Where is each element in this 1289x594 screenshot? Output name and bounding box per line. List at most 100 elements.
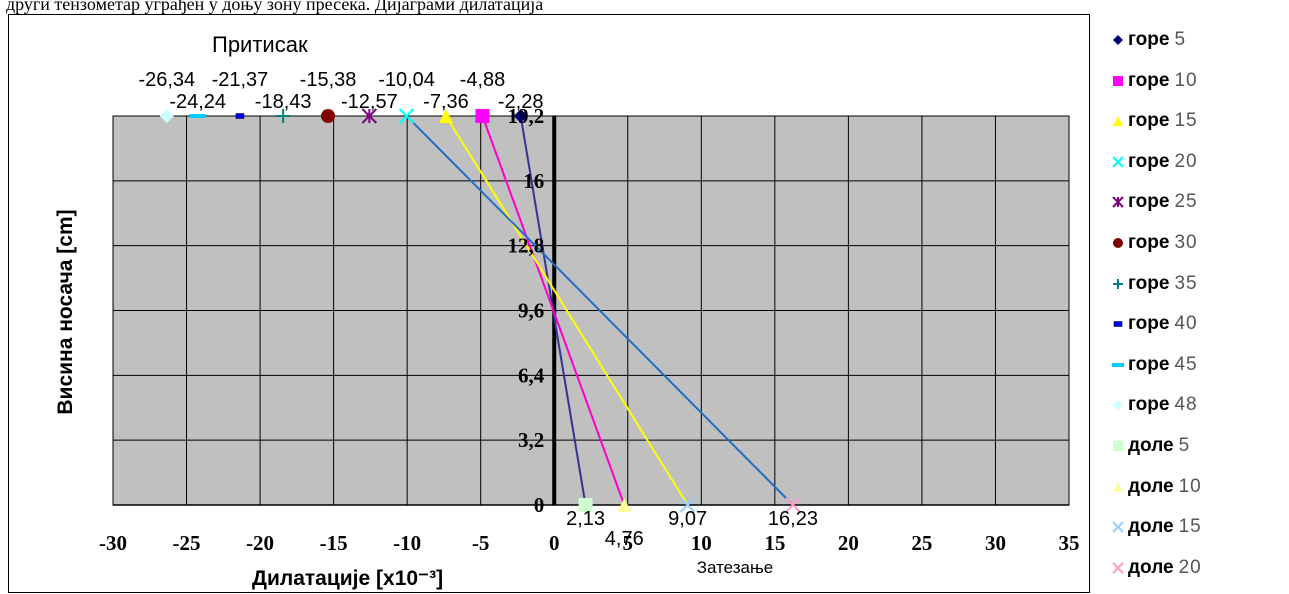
point-горе-25	[361, 108, 378, 124]
top-data-label: -4,88	[460, 69, 506, 91]
legend-marker-icon	[1112, 562, 1124, 574]
legend-item: горе 10	[1112, 69, 1198, 93]
legend-marker	[1113, 481, 1123, 492]
y-tick-label: 6,4	[518, 363, 545, 387]
point-горе-45	[189, 114, 206, 118]
legend-label-number: 20	[1174, 150, 1198, 172]
x-tick-label: 0	[549, 531, 560, 555]
top-data-label: -26,34	[138, 69, 195, 91]
legend-marker	[1112, 196, 1124, 209]
point-горе-40	[235, 113, 245, 119]
y-tick-labels: 0 3,2 6,4 9,6 12,8 16 19,2	[507, 104, 544, 517]
legend-marker	[1113, 321, 1123, 327]
legend-label-number: 10	[1178, 475, 1202, 497]
chart-title: Притисак	[212, 32, 308, 57]
legend-marker-icon	[1113, 441, 1123, 451]
point-горе-48	[159, 109, 174, 123]
legend-label-number: 30	[1174, 232, 1198, 253]
y-tick-label: 0	[534, 493, 545, 517]
legend-label-word: доле	[1128, 435, 1174, 456]
legend-label-number: 48	[1174, 394, 1198, 416]
top-data-label: -24,24	[169, 91, 226, 113]
legend-marker-icon	[1113, 75, 1123, 86]
bottom-data-label: 16,23	[768, 508, 818, 530]
legend-label-word: горе	[1128, 110, 1170, 132]
series-line	[445, 115, 689, 506]
legend-label-word: горе	[1128, 150, 1170, 172]
legend-item: доле 5	[1112, 434, 1190, 458]
legend-marker-icon	[1112, 196, 1124, 209]
legend-label-word: доле	[1128, 556, 1174, 578]
legend-label-number: 5	[1178, 435, 1191, 456]
legend-label-number: 15	[1178, 516, 1202, 538]
page-top-text: други тензометар уграђен у доњу зону пре…	[6, 0, 544, 14]
x-tick-labels: -30 -25 -20 -15 -10 -5 0 5 10 15 20 25 30 35	[99, 531, 1080, 555]
legend-label-number: 15	[1174, 110, 1198, 132]
bottom-data-label: 4,76	[605, 528, 644, 550]
point-горе-35	[276, 109, 291, 123]
legend-label-word: горе	[1128, 272, 1170, 294]
y-tick-label: 12,8	[507, 234, 544, 258]
legend-marker	[1113, 441, 1123, 451]
legend-label-number: 5	[1174, 29, 1187, 50]
legend-marker-icon	[1113, 35, 1123, 45]
legend-marker	[1112, 521, 1124, 533]
point-горе-10	[475, 109, 490, 123]
legend-label-number: 40	[1174, 313, 1198, 335]
point-доле-20	[785, 497, 801, 513]
point-горе-5	[513, 109, 528, 123]
top-data-label: -7,36	[423, 91, 469, 113]
y-axis-title: Висина носача [cm]	[54, 209, 77, 414]
top-data-label: -15,38	[300, 69, 357, 91]
legend-marker-icon	[1112, 156, 1124, 168]
legend-marker	[1113, 75, 1123, 86]
point-доле-10	[617, 498, 632, 512]
x-tick-label: -10	[393, 531, 421, 555]
legend-item: доле 10	[1112, 475, 1202, 499]
x-tick-label: -25	[173, 531, 201, 555]
legend: горе 5 горе 10 горе 15 горе 20 горе 25 горе 30 горе 3…	[1089, 14, 1283, 593]
legend-item: горе 40	[1112, 312, 1198, 336]
legend-label-word: горе	[1128, 232, 1170, 253]
x-tick-label: -20	[246, 531, 274, 555]
legend-marker-icon	[1113, 116, 1123, 127]
legend-item: горе 25	[1112, 190, 1198, 214]
data-labels: -26,34-24,24-21,37-18,43-15,38-12,57-10,…	[138, 69, 817, 550]
x-tick-label: 25	[911, 531, 932, 555]
legend-item: горе 30	[1112, 231, 1198, 255]
legend-marker-icon	[1112, 362, 1124, 367]
legend-item: доле 15	[1112, 515, 1202, 539]
x-tick-label: 30	[985, 531, 1006, 555]
legend-marker-icon	[1113, 481, 1123, 492]
x-tick-label: 20	[838, 531, 859, 555]
top-data-label: -2,28	[498, 91, 544, 113]
series-lines	[405, 115, 794, 506]
legend-label-number: 35	[1174, 272, 1198, 294]
legend-label-number: 45	[1174, 353, 1198, 375]
point-горе-20	[398, 108, 415, 124]
legend-label-number: 25	[1174, 191, 1198, 213]
legend-label-word: горе	[1128, 29, 1170, 50]
x-axis-title: Дилатације [x10⁻³]	[252, 567, 443, 590]
tension-annotation: Затезање	[697, 558, 774, 577]
point-доле-5	[578, 498, 593, 512]
y-tick-label: 3,2	[518, 428, 544, 452]
legend-marker-icon	[1113, 321, 1123, 327]
legend-marker	[1112, 362, 1124, 367]
legend-marker	[1113, 116, 1123, 127]
gridlines	[112, 115, 1070, 506]
legend-item: горе 48	[1112, 393, 1198, 417]
legend-marker-icon	[1113, 400, 1123, 411]
legend-marker	[1113, 238, 1123, 248]
legend-item: горе 15	[1112, 109, 1198, 133]
top-data-label: -12,57	[341, 91, 398, 113]
x-tick-label: -30	[99, 531, 127, 555]
legend-label-word: горе	[1128, 353, 1170, 375]
top-data-label: -21,37	[212, 69, 269, 91]
legend-marker	[1112, 156, 1124, 168]
x-tick-label: -15	[320, 531, 348, 555]
point-доле-15	[679, 497, 696, 513]
point-горе-30	[321, 109, 336, 123]
y-tick-label: 16	[523, 169, 544, 193]
